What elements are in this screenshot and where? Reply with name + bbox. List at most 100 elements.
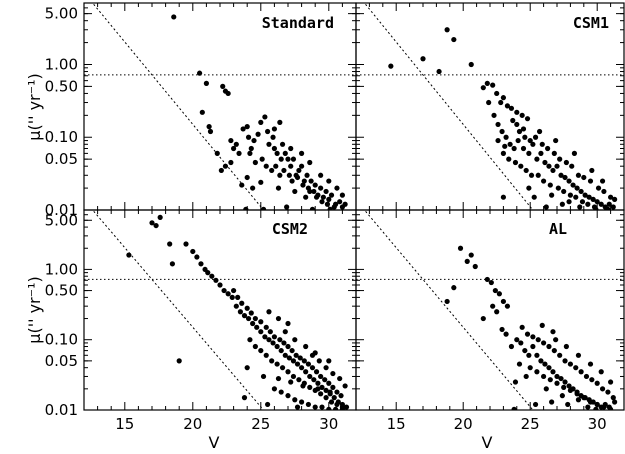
data-point: [553, 337, 559, 343]
data-point: [157, 214, 163, 220]
data-point: [514, 337, 520, 343]
data-point: [288, 145, 294, 152]
data-point: [573, 194, 579, 200]
data-point: [239, 182, 245, 188]
data-point: [388, 63, 394, 69]
data-point: [528, 172, 535, 178]
data-point: [587, 178, 594, 184]
data-point: [326, 196, 332, 202]
data-point: [171, 14, 177, 20]
data-point: [547, 182, 553, 188]
x-axis-title-left: V: [209, 433, 220, 452]
data-point: [565, 401, 571, 408]
data-point: [331, 395, 337, 401]
data-point: [444, 27, 450, 33]
data-point: [240, 126, 246, 132]
data-point: [176, 358, 182, 364]
data-point: [235, 294, 241, 300]
data-point: [542, 361, 548, 367]
data-point: [237, 309, 243, 315]
data-point: [266, 337, 272, 343]
data-point: [605, 206, 611, 210]
data-point: [263, 324, 269, 330]
data-point: [496, 291, 502, 297]
data-point: [231, 145, 237, 152]
data-point: [601, 188, 607, 195]
data-point: [541, 373, 547, 380]
data-point: [444, 298, 450, 305]
data-point: [277, 337, 283, 343]
y-axis-title-bottom: μ('' yr⁻¹): [25, 276, 44, 343]
y-tick-label: 1.00: [45, 55, 78, 73]
data-point: [594, 380, 600, 386]
data-point: [508, 105, 515, 111]
data-point: [326, 406, 332, 410]
data-point: [539, 322, 545, 328]
data-point: [286, 172, 292, 178]
data-point: [245, 134, 252, 140]
data-point: [315, 386, 321, 392]
data-point: [309, 365, 316, 371]
data-point: [254, 324, 260, 330]
data-point: [281, 340, 287, 346]
data-point: [516, 128, 523, 135]
data-point: [550, 167, 556, 174]
data-point: [199, 109, 205, 115]
data-point: [524, 331, 531, 337]
data-point: [562, 358, 568, 364]
data-point: [282, 150, 288, 156]
panel-title-standard: Standard: [262, 14, 334, 32]
data-point: [307, 188, 313, 195]
data-point: [515, 137, 521, 144]
data-point: [307, 373, 313, 380]
x-tick-label: 25: [521, 415, 540, 433]
data-point: [612, 196, 618, 202]
data-point: [518, 340, 524, 346]
diagonal-reference-line: [91, 210, 264, 410]
data-point: [535, 172, 541, 178]
data-point: [279, 365, 286, 371]
data-point: [275, 375, 282, 382]
panel-standard: 5.00 1.00 0.50 0.10 0.05 0.01 Standard: [45, 2, 357, 219]
data-point: [500, 298, 506, 305]
data-point: [233, 303, 239, 309]
y-tick-label: 0.50: [45, 77, 78, 95]
data-point: [262, 334, 268, 340]
data-point: [587, 361, 594, 367]
data-point: [574, 185, 580, 191]
data-point: [468, 61, 474, 68]
data-point: [488, 279, 494, 286]
data-point: [244, 124, 250, 130]
data-point: [220, 83, 226, 89]
data-point: [252, 315, 258, 322]
data-point: [271, 386, 277, 392]
data-point: [519, 324, 525, 330]
data-point: [334, 389, 340, 395]
data-point: [495, 121, 501, 128]
data-point: [499, 326, 505, 333]
panel-al: 15 20 25 30 AL: [355, 209, 625, 433]
data-point: [221, 287, 227, 294]
data-point: [546, 163, 552, 169]
data-point: [527, 137, 533, 144]
y-tick-label: 0.50: [45, 282, 78, 300]
data-point: [312, 182, 318, 188]
data-point: [549, 192, 555, 198]
data-point: [608, 379, 614, 385]
x-tick-label: 30: [319, 415, 338, 433]
data-point: [319, 199, 325, 205]
data-point: [320, 194, 326, 200]
data-point: [293, 352, 299, 358]
data-point: [289, 347, 295, 354]
data-point: [278, 156, 284, 162]
data-point: [557, 156, 563, 162]
x-tick-label: 25: [251, 415, 270, 433]
data-point: [570, 182, 576, 188]
data-point: [258, 319, 264, 325]
data-point: [153, 222, 159, 229]
data-point: [504, 103, 511, 109]
data-point: [323, 395, 329, 401]
data-point: [519, 112, 525, 118]
panel-frame-standard: [83, 2, 357, 211]
data-point: [468, 252, 474, 258]
